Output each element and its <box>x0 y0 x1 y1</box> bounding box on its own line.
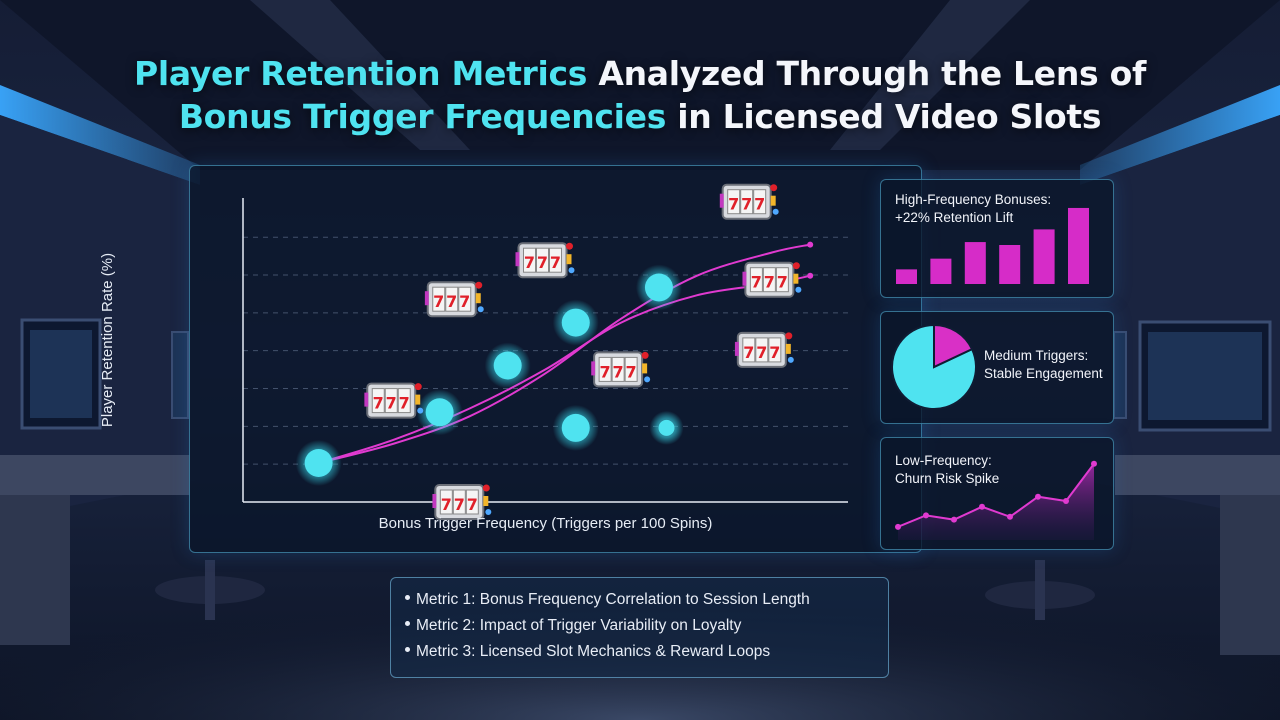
main-chart-panel <box>189 165 922 553</box>
metric-text-2: Metric 2: Impact of Trigger Variability … <box>416 617 742 634</box>
medium-triggers-title: Medium Triggers: Stable Engagement <box>984 347 1103 383</box>
title-line2-highlight: Bonus Trigger Frequencies <box>178 97 667 136</box>
y-axis-label: Player Retention Rate (%) <box>99 252 116 428</box>
high-frequency-heading: High-Frequency Bonuses: <box>895 192 1052 207</box>
high-frequency-subtitle: +22% Retention Lift <box>895 210 1014 225</box>
page-title: Player Retention Metrics Analyzed Throug… <box>0 52 1280 138</box>
medium-triggers-heading: Medium Triggers: <box>984 348 1089 363</box>
low-frequency-heading: Low-Frequency: <box>895 453 992 468</box>
medium-triggers-subtitle: Stable Engagement <box>984 366 1103 381</box>
title-line2-rest: in Licensed Video Slots <box>666 97 1102 136</box>
metric-item-3: Metric 3: Licensed Slot Mechanics & Rewa… <box>405 643 770 661</box>
x-axis-label: Bonus Trigger Frequency (Triggers per 10… <box>378 515 713 532</box>
metric-item-1: Metric 1: Bonus Frequency Correlation to… <box>405 591 810 609</box>
low-frequency-title: Low-Frequency: Churn Risk Spike <box>895 452 999 488</box>
high-frequency-title: High-Frequency Bonuses: +22% Retention L… <box>895 191 1051 227</box>
metric-text-1: Metric 1: Bonus Frequency Correlation to… <box>416 591 810 608</box>
metric-text-3: Metric 3: Licensed Slot Mechanics & Rewa… <box>416 643 771 660</box>
title-line1-rest: Analyzed Through the Lens of <box>587 54 1147 93</box>
low-frequency-subtitle: Churn Risk Spike <box>895 471 1000 486</box>
metric-item-2: Metric 2: Impact of Trigger Variability … <box>405 617 741 635</box>
title-line1-highlight: Player Retention Metrics <box>133 54 588 93</box>
metrics-list: Metric 1: Bonus Frequency Correlation to… <box>390 577 889 678</box>
